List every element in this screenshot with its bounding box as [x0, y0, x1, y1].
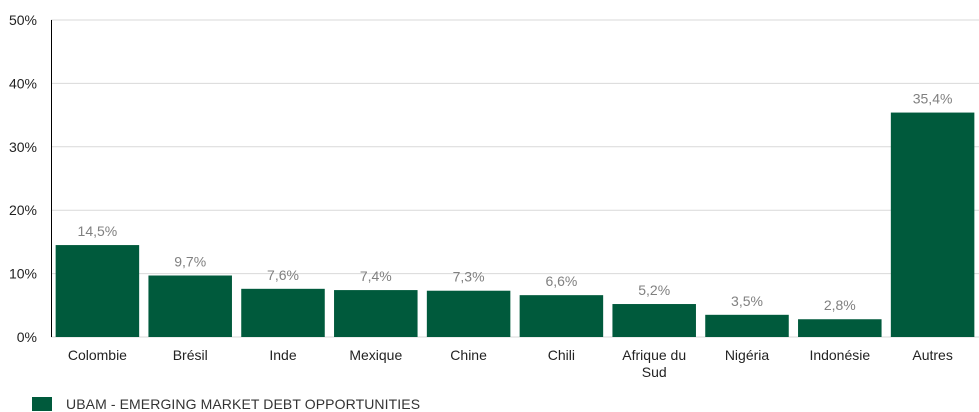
- x-tick-label: Colombie: [68, 347, 127, 363]
- bar: [334, 290, 418, 337]
- data-label: 5,2%: [638, 282, 670, 298]
- bar: [612, 304, 696, 337]
- x-tick-label: Sud: [642, 364, 667, 380]
- bar: [890, 112, 975, 338]
- data-label: 9,7%: [174, 254, 206, 270]
- bar: [426, 290, 511, 337]
- data-label: 7,6%: [267, 267, 299, 283]
- bar: [241, 288, 325, 337]
- x-tick-label: Chine: [450, 347, 487, 363]
- x-tick-label: Afrique du: [622, 347, 686, 363]
- legend-swatch: [32, 397, 52, 411]
- x-tick-label: Chili: [548, 347, 575, 363]
- bar: [798, 319, 882, 337]
- y-tick-label: 40%: [9, 75, 37, 91]
- data-label: 14,5%: [78, 223, 118, 239]
- y-tick-label: 50%: [9, 12, 37, 28]
- x-tick-label: Autres: [912, 347, 952, 363]
- data-label: 7,3%: [453, 269, 485, 285]
- x-tick-label: Mexique: [349, 347, 402, 363]
- y-tick-label: 30%: [9, 139, 37, 155]
- y-tick-label: 10%: [9, 266, 37, 282]
- x-tick-label: Indonésie: [809, 347, 870, 363]
- legend: UBAM - EMERGING MARKET DEBT OPPORTUNITIE…: [32, 396, 420, 412]
- data-label: 7,4%: [360, 268, 392, 284]
- y-tick-label: 20%: [9, 202, 37, 218]
- bar: [148, 275, 232, 337]
- bar-chart: 0% 10% 20% 30% 40% 50% 14,5% Colombie 9,7% Brésil…: [9, 12, 979, 380]
- bar: [55, 245, 140, 337]
- y-tick-label: 0%: [17, 329, 37, 345]
- data-label: 2,8%: [824, 297, 856, 313]
- data-label: 35,4%: [913, 91, 953, 107]
- bar: [519, 295, 604, 337]
- x-tick-label: Brésil: [173, 347, 208, 363]
- bar: [705, 314, 789, 337]
- data-label: 3,5%: [731, 293, 763, 309]
- x-tick-label: Nigéria: [725, 347, 770, 363]
- x-tick-label: Inde: [269, 347, 296, 363]
- legend-label: UBAM - EMERGING MARKET DEBT OPPORTUNITIE…: [66, 396, 421, 412]
- data-label: 6,6%: [545, 273, 577, 289]
